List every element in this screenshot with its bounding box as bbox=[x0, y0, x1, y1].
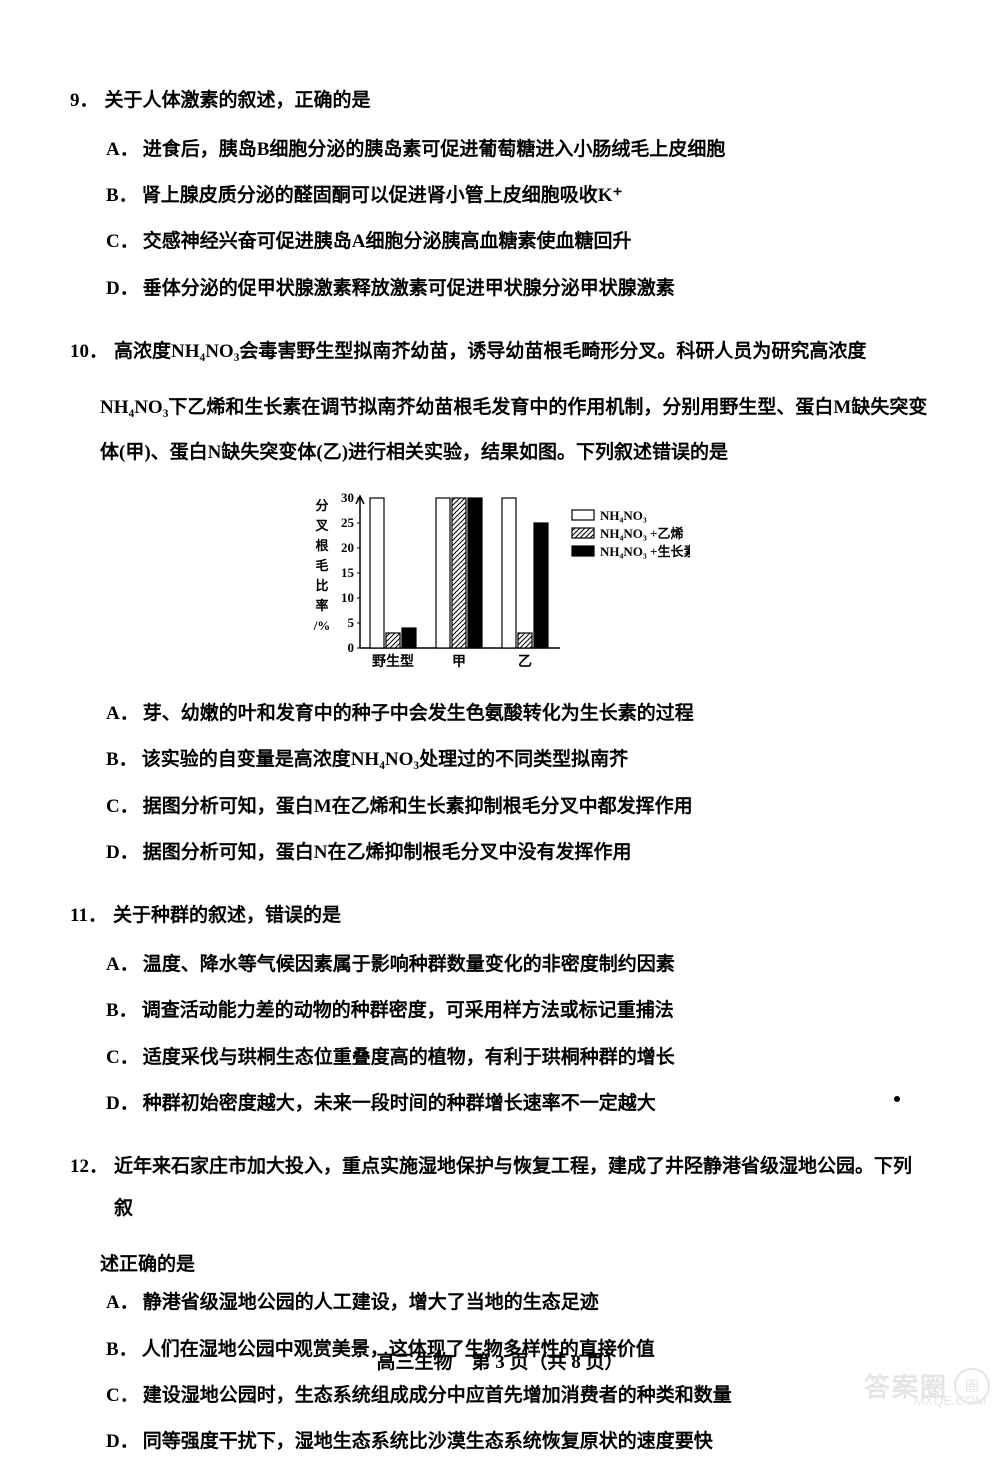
cat-0: 野生型 bbox=[372, 653, 414, 670]
q9-option-b: B．肾上腺皮质分泌的醛固酮可以促进肾小管上皮细胞吸收K⁺ bbox=[106, 180, 930, 212]
ytick-30: 30 bbox=[341, 490, 354, 505]
q9-stem: 9． 关于人体激素的叙述，正确的是 bbox=[70, 80, 930, 122]
q11-stem: 11． 关于种群的叙述，错误的是 bbox=[70, 895, 930, 937]
q11-option-c: C．适度采伐与珙桐生态位重叠度高的植物，有利于珙桐种群的增长 bbox=[106, 1042, 930, 1074]
ytick-0: 0 bbox=[348, 640, 355, 655]
q12-option-d: D．同等强度干扰下，湿地生态系统比沙漠生态系统恢复原状的速度要快 bbox=[106, 1426, 930, 1458]
q9-options: A．进食后，胰岛B细胞分泌的胰岛素可促进葡萄糖进入小肠绒毛上皮细胞 B．肾上腺皮… bbox=[106, 134, 930, 305]
watermark-en: MXQE.COM bbox=[914, 1393, 986, 1408]
legend-0: NH₄NO₃ bbox=[600, 508, 647, 523]
page-footer: 高三生物 第 3 页（共 8 页） bbox=[0, 1347, 1000, 1374]
q11-option-d: D．种群初始密度越大，未来一段时间的种群增长速率不一定越大 bbox=[106, 1088, 930, 1120]
q10-option-b: B．该实验的自变量是高浓度NH₄NO₃处理过的不同类型拟南芥 bbox=[106, 744, 930, 776]
q10-para1: NH₄NO₃下乙烯和生长素在调节拟南芥幼苗根毛发育中的作用机制，分别用野生型、蛋… bbox=[100, 385, 930, 431]
ylabel-0: 分 bbox=[315, 498, 328, 513]
ytick-5: 5 bbox=[348, 615, 355, 630]
ylabel-2: 根 bbox=[315, 538, 329, 553]
q10-option-d: D．据图分析可知，蛋白N在乙烯抑制根毛分叉中没有发挥作用 bbox=[106, 837, 930, 869]
watermark: 答案圈 圈 MXQE.COM bbox=[864, 1367, 990, 1404]
cat-1: 甲 bbox=[452, 654, 466, 670]
q10-option-a: A．芽、幼嫩的叶和发育中的种子中会发生色氨酸转化为生长素的过程 bbox=[106, 698, 930, 730]
ylabel-5: 率 bbox=[315, 598, 328, 613]
q10-option-c: C．据图分析可知，蛋白M在乙烯和生长素抑制根毛分叉中都发挥作用 bbox=[106, 791, 930, 823]
cat-2: 乙 bbox=[518, 654, 532, 670]
q10-num: 10． bbox=[70, 331, 108, 373]
q10-stem: 10． 高浓度NH₄NO₃会毒害野生型拟南芥幼苗，诱导幼苗根毛畸形分叉。科研人员… bbox=[70, 331, 930, 373]
question-10: 10． 高浓度NH₄NO₃会毒害野生型拟南芥幼苗，诱导幼苗根毛畸形分叉。科研人员… bbox=[70, 331, 930, 869]
ylabel-1: 叉 bbox=[314, 518, 329, 533]
q11-num: 11． bbox=[70, 895, 107, 937]
q9-num: 9． bbox=[70, 80, 99, 122]
legend-2: NH₄NO₃ +生长素 bbox=[600, 544, 690, 559]
q11-option-a: A．温度、降水等气候因素属于影响种群数量变化的非密度制约因素 bbox=[106, 949, 930, 981]
q9-option-c: C．交感神经兴奋可促进胰岛A细胞分泌胰高血糖素使血糖回升 bbox=[106, 226, 930, 258]
q10-text: 高浓度NH₄NO₃会毒害野生型拟南芥幼苗，诱导幼苗根毛畸形分叉。科研人员为研究高… bbox=[114, 331, 866, 373]
q9-option-d: D．垂体分泌的促甲状腺激素释放激素可促进甲状腺分泌甲状腺激素 bbox=[106, 273, 930, 305]
ytick-25: 25 bbox=[341, 515, 355, 530]
q11-text: 关于种群的叙述，错误的是 bbox=[113, 895, 341, 937]
legend-1: NH₄NO₃ +乙烯 bbox=[600, 526, 683, 541]
q12-option-a: A．静港省级湿地公园的人工建设，增大了当地的生态足迹 bbox=[106, 1287, 930, 1319]
question-9: 9． 关于人体激素的叙述，正确的是 A．进食后，胰岛B细胞分泌的胰岛素可促进葡萄… bbox=[70, 80, 930, 305]
chart-svg: 0 5 10 15 20 25 30 分 叉 根 毛 比 bbox=[310, 488, 690, 678]
question-12: 12． 近年来石家庄市加大投入，重点实施湿地保护与恢复工程，建成了井陉静港省级湿… bbox=[70, 1146, 930, 1458]
q11-option-b: B．调查活动能力差的动物的种群密度，可采用样方法或标记重捕法 bbox=[106, 995, 930, 1027]
q10-para2: 体(甲)、蛋白N缺失突变体(乙)进行相关实验，结果如图。下列叙述错误的是 bbox=[100, 430, 930, 476]
ylabel-3: 毛 bbox=[315, 558, 328, 573]
q10-options: A．芽、幼嫩的叶和发育中的种子中会发生色氨酸转化为生长素的过程 B．该实验的自变… bbox=[106, 698, 930, 869]
ytick-20: 20 bbox=[341, 540, 354, 555]
ylabel-6: /% bbox=[313, 618, 331, 633]
q12-stem: 12． 近年来石家庄市加大投入，重点实施湿地保护与恢复工程，建成了井陉静港省级湿… bbox=[70, 1146, 930, 1230]
ytick-15: 15 bbox=[341, 565, 355, 580]
q12-option-c: C．建设湿地公园时，生态系统组成成分中应首先增加消费者的种类和数量 bbox=[106, 1380, 930, 1412]
q9-option-a: A．进食后，胰岛B细胞分泌的胰岛素可促进葡萄糖进入小肠绒毛上皮细胞 bbox=[106, 134, 930, 166]
q12-text: 近年来石家庄市加大投入，重点实施湿地保护与恢复工程，建成了井陉静港省级湿地公园。… bbox=[114, 1146, 930, 1230]
ytick-10: 10 bbox=[341, 590, 354, 605]
ylabel-4: 比 bbox=[315, 578, 328, 593]
q12-para: 述正确的是 bbox=[100, 1242, 930, 1288]
q12-num: 12． bbox=[70, 1146, 108, 1230]
q9-text: 关于人体激素的叙述，正确的是 bbox=[105, 80, 371, 122]
stray-dot bbox=[894, 1096, 900, 1102]
question-11: 11． 关于种群的叙述，错误的是 A．温度、降水等气候因素属于影响种群数量变化的… bbox=[70, 895, 930, 1120]
q10-chart: 0 5 10 15 20 25 30 分 叉 根 毛 比 bbox=[310, 488, 690, 678]
q11-options: A．温度、降水等气候因素属于影响种群数量变化的非密度制约因素 B．调查活动能力差… bbox=[106, 949, 930, 1120]
